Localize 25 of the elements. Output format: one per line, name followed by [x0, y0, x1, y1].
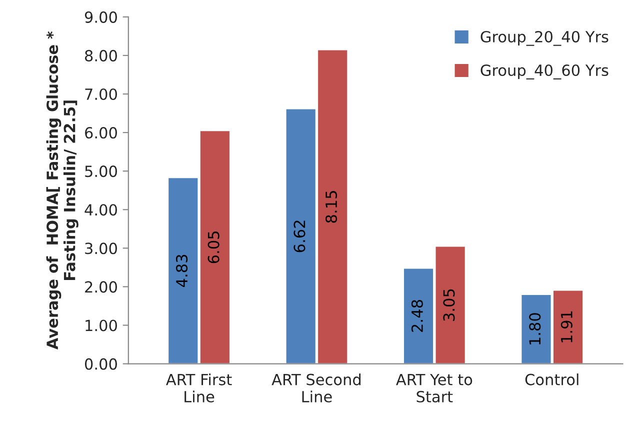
y-tick-label: 5.00 — [85, 166, 117, 178]
x-tick-label: Control — [525, 374, 578, 386]
y-tick-label: 2.00 — [85, 281, 117, 293]
data-label: 1.80 — [529, 313, 541, 344]
y-tick-label: 9.00 — [84, 11, 117, 23]
y-tick-label: 8.00 — [85, 50, 117, 62]
y-tick-label: 0.00 — [84, 358, 117, 370]
data-label: 2.48 — [411, 300, 423, 332]
y-tick-label: 4.00 — [84, 204, 117, 216]
x-tick-label: ART First Line — [166, 374, 232, 402]
legend-label: Group_20_40 Yrs — [480, 30, 608, 46]
data-label: 4.83 — [176, 254, 188, 287]
y-tick-label: 6.00 — [85, 127, 117, 139]
x-tick-label: ART Yet to Start — [396, 374, 472, 402]
x-tick-label: ART Second Line — [272, 374, 361, 402]
data-label: 1.91 — [560, 311, 572, 342]
data-label: 6.05 — [208, 232, 220, 264]
data-label: 3.05 — [443, 289, 455, 321]
legend-label: Group_40_60 Yrs — [480, 64, 608, 80]
data-label: 8.15 — [325, 191, 338, 223]
y-tick-label: 7.00 — [85, 88, 117, 100]
y-axis-title: Average of HOMA[ Fasting Glucose * Fasting Insulin/ 22.5] — [46, 31, 78, 350]
y-tick-label: 1.00 — [86, 320, 117, 332]
y-tick-label: 3.00 — [85, 242, 117, 254]
data-label: 6.62 — [294, 220, 306, 252]
